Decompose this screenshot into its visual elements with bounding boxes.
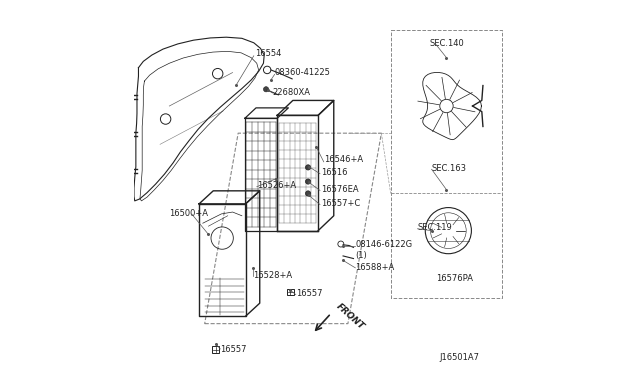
Text: 16516: 16516 [321,169,348,177]
Text: FRONT: FRONT [334,302,365,332]
Circle shape [264,87,269,92]
Text: SEC.163: SEC.163 [431,164,467,173]
Text: J16501A7: J16501A7 [439,353,479,362]
Bar [212,346,219,353]
Text: SEC.140: SEC.140 [429,39,465,48]
Bar [287,289,294,295]
Circle shape [305,191,310,196]
Text: 16546+A: 16546+A [324,155,363,164]
Circle shape [305,165,310,170]
Text: 16554: 16554 [255,49,281,58]
Text: 16557+C: 16557+C [321,199,360,208]
Text: (1): (1) [355,251,367,260]
Text: 16526+A: 16526+A [257,182,296,190]
Text: 16500+A: 16500+A [170,209,209,218]
Text: SEC.119: SEC.119 [417,223,452,232]
Text: 16557: 16557 [296,289,323,298]
Text: 16528+A: 16528+A [253,271,292,280]
Text: 22680XA: 22680XA [273,88,311,97]
Text: 16588+A: 16588+A [355,263,395,272]
Text: 16576PA: 16576PA [436,274,473,283]
Circle shape [305,179,310,184]
Text: 16557: 16557 [220,345,247,354]
Text: 16576EA: 16576EA [321,185,358,194]
Text: 08360-41225: 08360-41225 [275,68,330,77]
Text: 08146-6122G: 08146-6122G [355,240,412,249]
